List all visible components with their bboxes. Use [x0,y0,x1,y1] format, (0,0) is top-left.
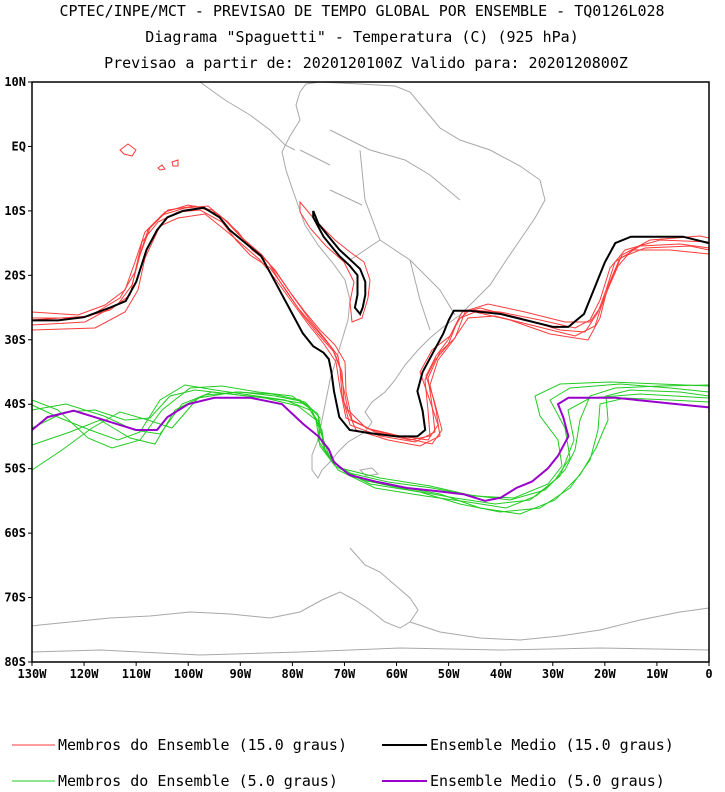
country-borders [299,129,461,331]
map-area [31,81,710,663]
x-tick-label: 40W [490,667,512,681]
ensemble-mean-lines [31,206,710,502]
x-tick-label: 70W [334,667,356,681]
x-tick-label: 80W [282,667,304,681]
x-tick-label: 90W [229,667,251,681]
y-axis: 10N EQ 10S 20S 30S 40S 50S 60S 70S 80S [4,75,32,669]
y-tick-label: 10S [4,204,26,218]
legend-green-members: Membros do Ensemble (5.0 graus) [58,772,338,790]
y-tick-label: 30S [4,333,26,347]
x-tick-label: 110W [122,667,152,681]
x-tick-label: 130W [18,667,48,681]
y-tick-label: 70S [4,591,26,605]
green-member-6 [31,391,710,509]
x-tick-label: 100W [174,667,204,681]
red-small-contours [119,143,179,171]
black-mean-andes-line [312,210,367,316]
south-america-coastline [281,81,546,479]
map-background [32,82,709,662]
y-tick-label: 60S [4,526,26,540]
y-tick-label: 50S [4,462,26,476]
black-mean-line [32,206,710,438]
map-frame [31,81,710,663]
x-tick-label: 10W [646,667,668,681]
x-tick-label: 50W [438,667,460,681]
antarctic-peninsula-coastline [31,547,710,656]
x-tick-label: 120W [70,667,100,681]
central-america-coastline [199,81,296,151]
forecast-validity: Previsao a partir de: 2020120100Z Valido… [104,54,628,72]
red-andes-contour [299,200,371,323]
legend: Membros do Ensemble (15.0 graus) Ensembl… [12,736,674,790]
coastlines [31,81,710,656]
purple-mean-line [31,396,710,502]
legend-red-members: Membros do Ensemble (15.0 graus) [58,736,347,754]
legend-black-mean: Ensemble Medio (15.0 graus) [430,736,674,754]
y-tick-label: 40S [4,397,26,411]
x-tick-label: 30W [542,667,564,681]
x-tick-label: 0 [705,667,712,681]
red-member-3 [31,205,710,441]
y-tick-label: EQ [12,139,26,153]
y-tick-label: 20S [4,268,26,282]
chart-title: CPTEC/INPE/MCT - PREVISAO DE TEMPO GLOBA… [59,2,664,20]
x-axis: 130W 120W 110W 100W 90W 80W 70W 60W 50W 40W 30W 20W… [18,662,713,681]
red-member-2 [31,205,710,443]
red-member-5 [31,213,710,445]
legend-purple-mean: Ensemble Medio (5.0 graus) [430,772,665,790]
chart-subtitle: Diagrama "Spaguetti" - Temperatura (C) (… [145,28,578,46]
y-tick-label: 10N [4,75,26,89]
x-tick-label: 60W [386,667,408,681]
x-tick-label: 20W [594,667,616,681]
y-tick-label: 80S [4,655,26,669]
green-member-3 [31,383,710,505]
